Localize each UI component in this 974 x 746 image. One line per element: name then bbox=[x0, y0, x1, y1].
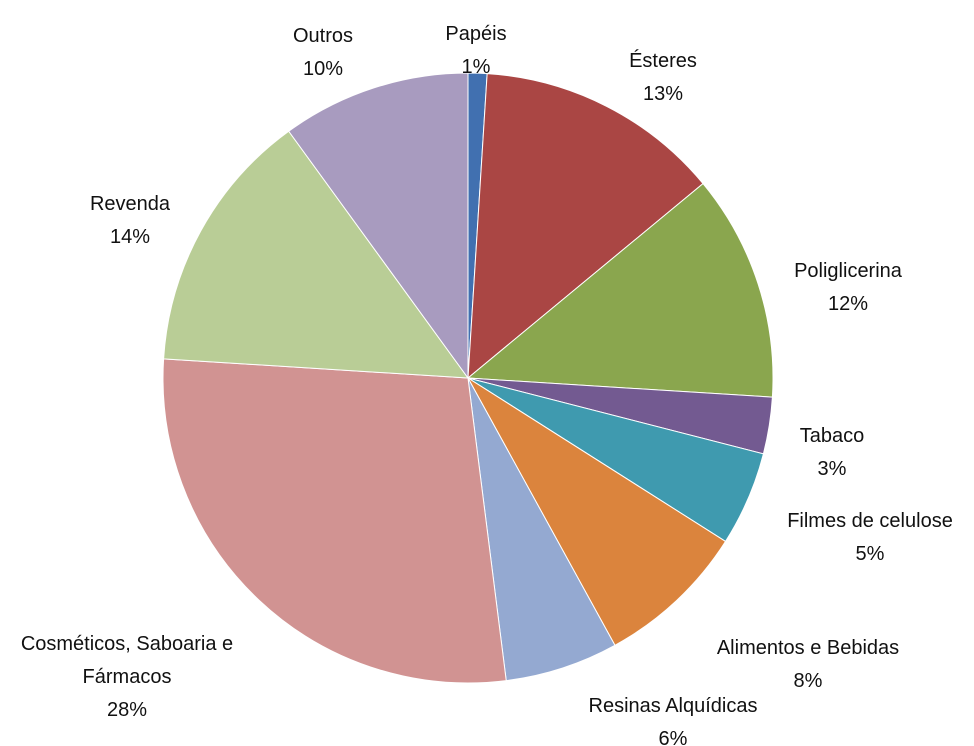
category-label: Cosméticos, Saboaria e Fármacos bbox=[20, 633, 234, 688]
pie-slice bbox=[163, 130, 470, 379]
value-label: 12% bbox=[827, 293, 869, 315]
pie-slice bbox=[288, 72, 469, 380]
category-label: Filmes de celulose bbox=[787, 510, 953, 532]
value-label: 3% bbox=[817, 458, 847, 480]
pie-slice bbox=[162, 358, 507, 684]
value-label: 1% bbox=[461, 56, 491, 78]
slice-label: Ésteres 13% bbox=[629, 45, 697, 111]
slice-label: Filmes de celulose 5% bbox=[787, 505, 953, 571]
category-label: Ésteres bbox=[629, 50, 697, 72]
slice-label: Tabaco 3% bbox=[800, 420, 865, 486]
slice-label: Outros 10% bbox=[293, 20, 353, 86]
slice-label: Poliglicerina 12% bbox=[794, 255, 902, 321]
pie-slice bbox=[466, 182, 774, 398]
slice-label: Revenda 14% bbox=[90, 188, 170, 254]
category-label: Resinas Alquídicas bbox=[588, 695, 758, 717]
pie-slice bbox=[467, 377, 727, 646]
category-label: Outros bbox=[292, 25, 354, 47]
value-label: 10% bbox=[302, 58, 344, 80]
category-label: Tabaco bbox=[799, 425, 865, 447]
slice-label: Papéis 1% bbox=[445, 18, 506, 84]
category-label: Revenda bbox=[89, 193, 171, 215]
slice-label: Cosméticos, Saboaria e Fármacos 28% bbox=[12, 628, 242, 727]
category-label: Alimentos e Bebidas bbox=[716, 637, 900, 659]
value-label: 14% bbox=[109, 226, 151, 248]
value-label: 6% bbox=[658, 728, 688, 746]
slice-label: Resinas Alquídicas 6% bbox=[589, 690, 758, 746]
value-label: 8% bbox=[793, 670, 823, 692]
category-label: Papéis bbox=[445, 23, 507, 45]
value-label: 28% bbox=[106, 699, 148, 721]
value-label: 13% bbox=[642, 83, 684, 105]
pie-slice bbox=[467, 73, 704, 380]
value-label: 5% bbox=[855, 543, 885, 565]
category-label: Poliglicerina bbox=[794, 260, 902, 282]
slice-label: Alimentos e Bebidas 8% bbox=[717, 632, 899, 698]
